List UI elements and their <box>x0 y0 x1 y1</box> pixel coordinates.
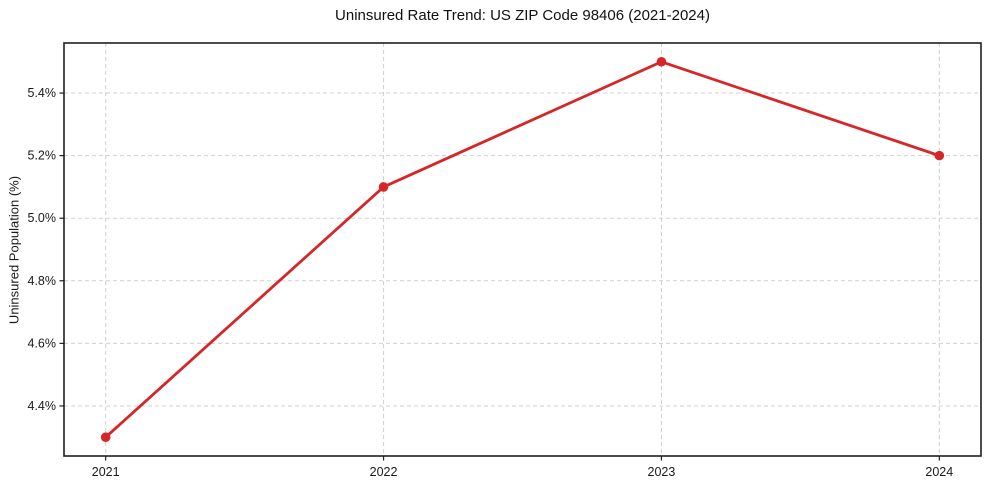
y-tick-label: 4.8% <box>28 274 57 288</box>
y-tick-label: 4.6% <box>28 336 57 350</box>
x-tick-label: 2021 <box>92 465 120 479</box>
x-tick-label: 2024 <box>925 465 953 479</box>
y-tick-label: 5.2% <box>28 149 57 163</box>
data-point <box>100 432 111 443</box>
data-point <box>934 150 945 161</box>
y-tick-label: 5.4% <box>28 86 57 100</box>
y-tick-label: 5.0% <box>28 211 57 225</box>
chart-title: Uninsured Rate Trend: US ZIP Code 98406 … <box>335 7 710 24</box>
plot-frame <box>63 42 982 457</box>
y-tick-label: 4.4% <box>28 399 57 413</box>
x-tick-label: 2022 <box>370 465 398 479</box>
x-tick-label: 2023 <box>648 465 676 479</box>
data-point <box>378 182 389 192</box>
data-line <box>104 60 941 439</box>
y-axis-label: Uninsured Population (%) <box>6 175 22 325</box>
data-point <box>656 56 667 67</box>
